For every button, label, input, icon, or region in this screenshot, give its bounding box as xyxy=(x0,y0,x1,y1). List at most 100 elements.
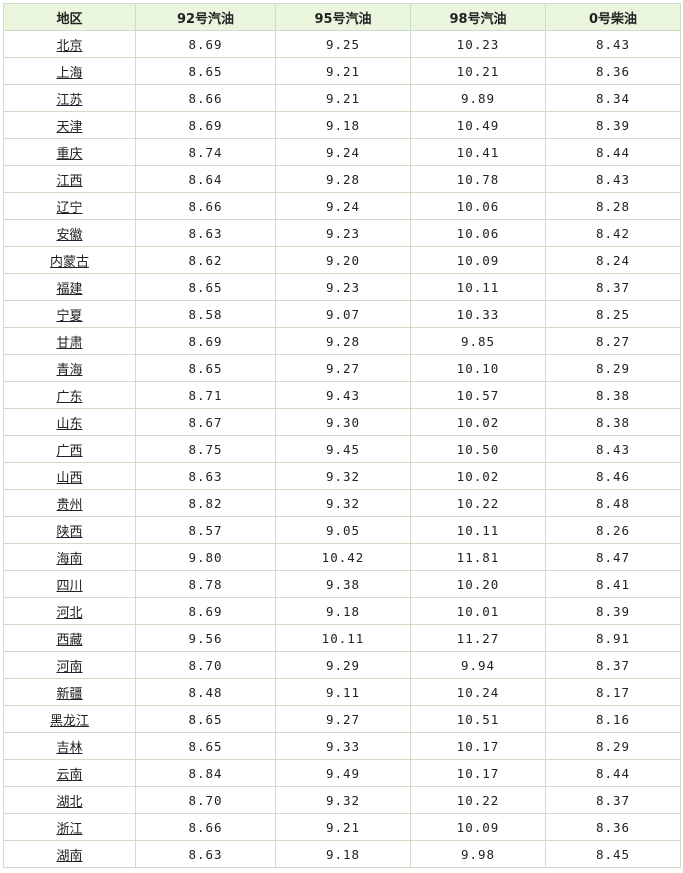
price-cell: 9.56 xyxy=(135,624,276,652)
price-cell: 11.81 xyxy=(410,543,546,571)
region-link[interactable]: 海南 xyxy=(56,551,83,567)
region-link[interactable]: 广西 xyxy=(56,443,83,459)
region-link[interactable]: 西藏 xyxy=(56,632,83,648)
region-link[interactable]: 湖北 xyxy=(56,794,83,810)
price-cell: 10.49 xyxy=(410,111,546,139)
region-link[interactable]: 新疆 xyxy=(56,686,83,702)
price-cell: 8.69 xyxy=(135,30,276,58)
price-cell: 8.37 xyxy=(545,786,681,814)
price-cell: 9.05 xyxy=(275,516,411,544)
table-row: 新疆 8.48 9.11 10.24 8.17 xyxy=(3,678,681,706)
price-cell: 8.36 xyxy=(545,813,681,841)
table-row: 上海 8.65 9.21 10.21 8.36 xyxy=(3,57,681,85)
region-link[interactable]: 青海 xyxy=(56,362,83,378)
table-row: 四川 8.78 9.38 10.20 8.41 xyxy=(3,570,681,598)
header-row: 地区 92号汽油 95号汽油 98号汽油 0号柴油 xyxy=(3,3,681,31)
region-cell: 云南 xyxy=(3,759,136,787)
region-link[interactable]: 北京 xyxy=(56,38,83,54)
region-link[interactable]: 吉林 xyxy=(56,740,83,756)
table-row: 云南 8.84 9.49 10.17 8.44 xyxy=(3,759,681,787)
price-cell: 8.65 xyxy=(135,732,276,760)
table-row: 内蒙古 8.62 9.20 10.09 8.24 xyxy=(3,246,681,274)
price-cell: 8.43 xyxy=(545,165,681,193)
column-header: 地区 xyxy=(3,3,136,31)
price-cell: 9.30 xyxy=(275,408,411,436)
price-cell: 8.44 xyxy=(545,138,681,166)
price-cell: 8.29 xyxy=(545,354,681,382)
region-link[interactable]: 重庆 xyxy=(56,146,83,162)
region-cell: 青海 xyxy=(3,354,136,382)
region-link[interactable]: 江苏 xyxy=(56,92,83,108)
price-cell: 8.69 xyxy=(135,111,276,139)
region-link[interactable]: 甘肃 xyxy=(56,335,83,351)
price-cell: 8.48 xyxy=(545,489,681,517)
region-link[interactable]: 辽宁 xyxy=(56,200,83,216)
region-cell: 甘肃 xyxy=(3,327,136,355)
price-cell: 8.37 xyxy=(545,273,681,301)
region-link[interactable]: 云南 xyxy=(56,767,83,783)
table-row: 山西 8.63 9.32 10.02 8.46 xyxy=(3,462,681,490)
price-cell: 10.11 xyxy=(275,624,411,652)
price-cell: 10.02 xyxy=(410,462,546,490)
region-cell: 贵州 xyxy=(3,489,136,517)
region-cell: 黑龙江 xyxy=(3,705,136,733)
region-link[interactable]: 内蒙古 xyxy=(49,254,89,270)
table-row: 广西 8.75 9.45 10.50 8.43 xyxy=(3,435,681,463)
price-cell: 9.49 xyxy=(275,759,411,787)
price-cell: 8.16 xyxy=(545,705,681,733)
table-row: 吉林 8.65 9.33 10.17 8.29 xyxy=(3,732,681,760)
region-link[interactable]: 天津 xyxy=(56,119,83,135)
price-cell: 10.41 xyxy=(410,138,546,166)
table-row: 重庆 8.74 9.24 10.41 8.44 xyxy=(3,138,681,166)
region-cell: 广东 xyxy=(3,381,136,409)
region-link[interactable]: 安徽 xyxy=(56,227,83,243)
region-cell: 海南 xyxy=(3,543,136,571)
region-link[interactable]: 河北 xyxy=(56,605,83,621)
region-link[interactable]: 上海 xyxy=(56,65,83,81)
region-cell: 上海 xyxy=(3,57,136,85)
region-link[interactable]: 山西 xyxy=(56,470,83,486)
price-cell: 8.36 xyxy=(545,57,681,85)
price-cell: 8.48 xyxy=(135,678,276,706)
column-header: 0号柴油 xyxy=(545,3,681,31)
price-cell: 8.41 xyxy=(545,570,681,598)
region-link[interactable]: 浙江 xyxy=(56,821,83,837)
region-link[interactable]: 宁夏 xyxy=(56,308,83,324)
table-row: 辽宁 8.66 9.24 10.06 8.28 xyxy=(3,192,681,220)
region-cell: 山东 xyxy=(3,408,136,436)
price-cell: 8.37 xyxy=(545,651,681,679)
region-link[interactable]: 湖南 xyxy=(56,848,83,864)
region-link[interactable]: 福建 xyxy=(56,281,83,297)
price-cell: 10.23 xyxy=(410,30,546,58)
region-link[interactable]: 黑龙江 xyxy=(49,713,89,729)
price-cell: 9.24 xyxy=(275,138,411,166)
table-row: 青海 8.65 9.27 10.10 8.29 xyxy=(3,354,681,382)
price-cell: 8.70 xyxy=(135,786,276,814)
price-cell: 8.63 xyxy=(135,840,276,868)
region-cell: 四川 xyxy=(3,570,136,598)
region-link[interactable]: 广东 xyxy=(56,389,83,405)
region-link[interactable]: 江西 xyxy=(56,173,83,189)
region-link[interactable]: 河南 xyxy=(56,659,83,675)
region-link[interactable]: 山东 xyxy=(56,416,83,432)
price-cell: 8.69 xyxy=(135,327,276,355)
price-cell: 8.29 xyxy=(545,732,681,760)
price-cell: 10.01 xyxy=(410,597,546,625)
region-link[interactable]: 陕西 xyxy=(56,524,83,540)
price-cell: 8.78 xyxy=(135,570,276,598)
column-header: 92号汽油 xyxy=(135,3,276,31)
price-cell: 9.18 xyxy=(275,597,411,625)
region-link[interactable]: 四川 xyxy=(56,578,83,594)
price-cell: 10.50 xyxy=(410,435,546,463)
region-link[interactable]: 贵州 xyxy=(56,497,83,513)
price-cell: 8.65 xyxy=(135,354,276,382)
region-cell: 安徽 xyxy=(3,219,136,247)
price-cell: 10.02 xyxy=(410,408,546,436)
column-header: 95号汽油 xyxy=(275,3,411,31)
price-cell: 9.21 xyxy=(275,84,411,112)
price-cell: 8.25 xyxy=(545,300,681,328)
price-cell: 9.21 xyxy=(275,57,411,85)
region-cell: 新疆 xyxy=(3,678,136,706)
price-cell: 8.70 xyxy=(135,651,276,679)
price-cell: 8.47 xyxy=(545,543,681,571)
